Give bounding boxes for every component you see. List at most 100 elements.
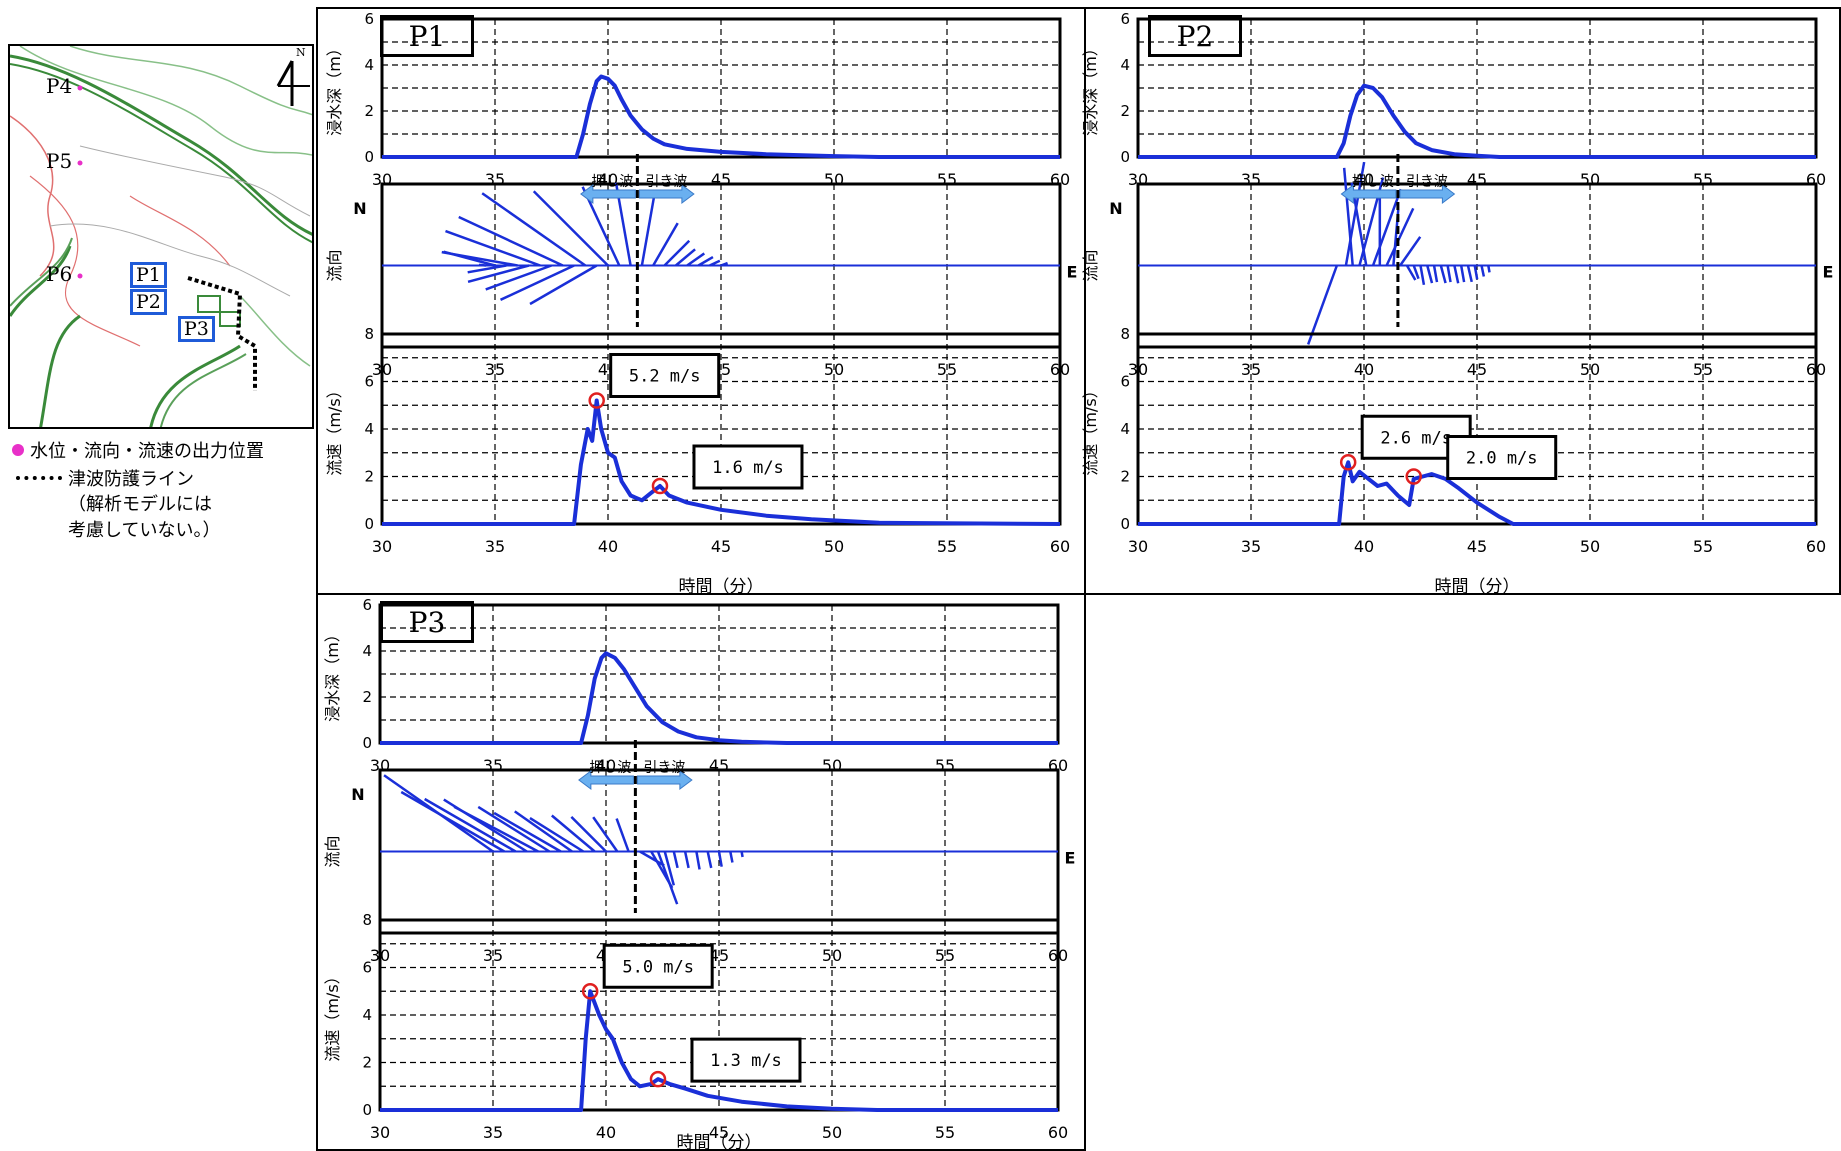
- velocity-x-tick-label: 40: [1354, 537, 1374, 556]
- direction-vector: [1473, 265, 1479, 280]
- legend-output-point-label: 水位・流向・流速の出力位置: [30, 441, 264, 462]
- direction-north-label: N: [353, 199, 366, 218]
- chart-panel-p2: P2 0 2 4 6 浸水深（m） 30 35 40 45 50 55 60 押し波 引き波 N E 流向 30 3…: [1081, 7, 1841, 597]
- velocity-x-tick-label: 45: [709, 1123, 729, 1142]
- direction-vector: [478, 263, 487, 267]
- velocity-x-tick-label: 40: [598, 537, 618, 556]
- direction-vector: [1385, 207, 1415, 267]
- direction-vector: [672, 851, 679, 869]
- legend-note-line2: 考慮していない。）: [68, 520, 221, 541]
- velocity-y-axis-label: 流速（m/s）: [325, 382, 344, 475]
- velocity-annotation-label: 1.6 m/s: [712, 458, 784, 478]
- direction-vector: [686, 252, 706, 267]
- depth-y-tick-label: 6: [364, 10, 374, 28]
- chart-svg-p3: 0246浸水深（m）30354045505560押し波引き波NE流向303540…: [323, 596, 1075, 1151]
- direction-vector: [695, 851, 701, 870]
- direction-north-label: N: [351, 785, 364, 804]
- direction-vector: [592, 816, 619, 853]
- depth-y-tick-label: 4: [364, 56, 374, 74]
- direction-vector: [640, 189, 657, 266]
- velocity-x-tick-label: 60: [1048, 1123, 1068, 1142]
- velocity-peak-marker: [588, 392, 605, 409]
- location-map: N P4 P5 P6 P1 P2 P3: [8, 44, 314, 429]
- direction-y-axis-label: 流向: [323, 835, 342, 867]
- push-wave-arrow: [578, 770, 634, 790]
- depth-y-axis-label: 浸水深（m）: [1081, 40, 1100, 136]
- pull-wave-arrow: [638, 184, 695, 204]
- velocity-y-tick-label: 2: [362, 1054, 372, 1072]
- direction-vector: [663, 851, 676, 886]
- direction-vector: [1453, 265, 1460, 284]
- point-label-p4: P4: [46, 74, 73, 98]
- direction-vector: [1446, 265, 1452, 283]
- direction-vector: [570, 815, 607, 853]
- velocity-x-tick-label: 50: [824, 537, 844, 556]
- direction-vector: [674, 248, 696, 267]
- depth-series-line: [382, 74, 1060, 159]
- direction-vector: [1466, 265, 1473, 283]
- pull-wave-label: 引き波: [1406, 174, 1448, 190]
- velocity-y-tick-label: 6: [362, 959, 372, 977]
- pull-wave-label: 引き波: [645, 174, 687, 190]
- direction-vector: [493, 811, 562, 853]
- direction-east-label: E: [1823, 263, 1834, 282]
- velocity-x-tick-label: 60: [1050, 537, 1070, 556]
- pull-wave-label: 引き波: [643, 760, 685, 776]
- direction-vector: [1439, 265, 1447, 284]
- velocity-annotation-box: [692, 444, 804, 490]
- legend-note-line1: （解析モデルには: [68, 494, 212, 515]
- direction-east-label: E: [1067, 263, 1078, 282]
- direction-vector: [1399, 236, 1422, 267]
- depth-y-tick-label: 2: [1120, 102, 1130, 120]
- direction-vector: [1432, 265, 1439, 283]
- velocity-annotation-box: [1446, 435, 1558, 480]
- chart-panel-p3: P3 0 2 4 6 浸水深（m） 30 35 40 45 50 55 60 押し波 引き波 N E 流向 30 3…: [316, 593, 1086, 1151]
- direction-vector: [1306, 265, 1339, 345]
- direction-vector: [467, 264, 530, 284]
- velocity-annotation-label: 2.6 m/s: [1380, 428, 1452, 448]
- velocity-annotation-label: 5.2 m/s: [629, 367, 701, 387]
- push-wave-label: 押し波: [1352, 174, 1394, 190]
- depth-series-line: [1138, 83, 1816, 159]
- direction-vector: [1371, 188, 1402, 266]
- direction-vector: [615, 818, 630, 852]
- velocity-y-tick-label: 2: [364, 468, 374, 486]
- direction-vector: [683, 851, 690, 869]
- velocity-x-tick-label: 50: [1580, 537, 1600, 556]
- velocity-x-tick-label: 35: [1241, 537, 1261, 556]
- velocity-annotation-box: [609, 353, 721, 398]
- velocity-y-tick-label: 4: [362, 1006, 372, 1024]
- depth-y-tick-label: 0: [1120, 148, 1130, 166]
- x-axis-label: 時間（分）: [1435, 577, 1520, 597]
- velocity-series-line: [380, 989, 1058, 1112]
- velocity-y-tick-label: 2: [1120, 468, 1130, 486]
- velocity-x-tick-label: 35: [485, 537, 505, 556]
- panel-tag-p1: P1: [380, 15, 474, 57]
- chart-panel-p1: P1 0 2 4 6 浸水深（m） 30 35 40 45 50 55 60 押し波 引き波 N E 流向 30 3…: [316, 7, 1086, 597]
- direction-vector: [514, 810, 573, 853]
- velocity-x-tick-label: 30: [370, 1123, 390, 1142]
- push-wave-label: 押し波: [591, 174, 633, 190]
- push-wave-label: 押し波: [589, 760, 631, 776]
- direction-vector: [697, 256, 714, 267]
- depth-y-tick-label: 0: [362, 734, 372, 752]
- direction-vector: [1419, 265, 1426, 286]
- velocity-peak-marker: [649, 1070, 667, 1088]
- direction-vector: [717, 851, 723, 867]
- direction-vector: [441, 250, 518, 267]
- velocity-y-tick-label: 0: [1120, 515, 1130, 533]
- depth-y-tick-label: 0: [364, 148, 374, 166]
- velocity-y-tick-label: 8: [364, 325, 374, 343]
- velocity-y-tick-label: 4: [1120, 420, 1130, 438]
- velocity-y-tick-label: 6: [1120, 373, 1130, 391]
- direction-vector: [652, 222, 679, 267]
- velocity-x-tick-label: 40: [596, 1123, 616, 1142]
- velocity-annotation-label: 5.0 m/s: [622, 957, 694, 977]
- velocity-y-axis-label: 流速（m/s）: [1081, 382, 1100, 475]
- velocity-peak-marker: [1405, 468, 1422, 485]
- velocity-y-tick-label: 0: [364, 515, 374, 533]
- legend-note: （解析モデルには 考慮していない。）: [8, 492, 318, 544]
- direction-y-axis-label: 流向: [1081, 249, 1100, 281]
